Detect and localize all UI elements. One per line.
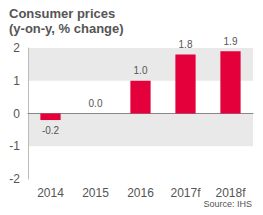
svg-text:1.0: 1.0 (134, 65, 148, 76)
svg-text:2015: 2015 (82, 186, 109, 200)
svg-text:-0.2: -0.2 (42, 125, 60, 136)
svg-text:0.0: 0.0 (89, 98, 103, 109)
svg-text:1: 1 (13, 74, 20, 88)
svg-text:2014: 2014 (37, 186, 64, 200)
svg-text:-2: -2 (9, 172, 20, 186)
svg-text:(y-on-y, % change): (y-on-y, % change) (9, 21, 124, 36)
svg-text:2016: 2016 (127, 186, 154, 200)
svg-text:1.8: 1.8 (179, 39, 193, 50)
svg-text:Consumer prices: Consumer prices (9, 6, 115, 21)
svg-text:1.9: 1.9 (224, 36, 238, 47)
svg-text:Source: IHS: Source: IHS (203, 199, 252, 209)
svg-text:2018f: 2018f (215, 186, 246, 200)
svg-text:2017f: 2017f (170, 186, 201, 200)
svg-text:-1: -1 (9, 139, 20, 153)
svg-text:0: 0 (13, 107, 20, 121)
svg-text:2: 2 (13, 41, 20, 55)
